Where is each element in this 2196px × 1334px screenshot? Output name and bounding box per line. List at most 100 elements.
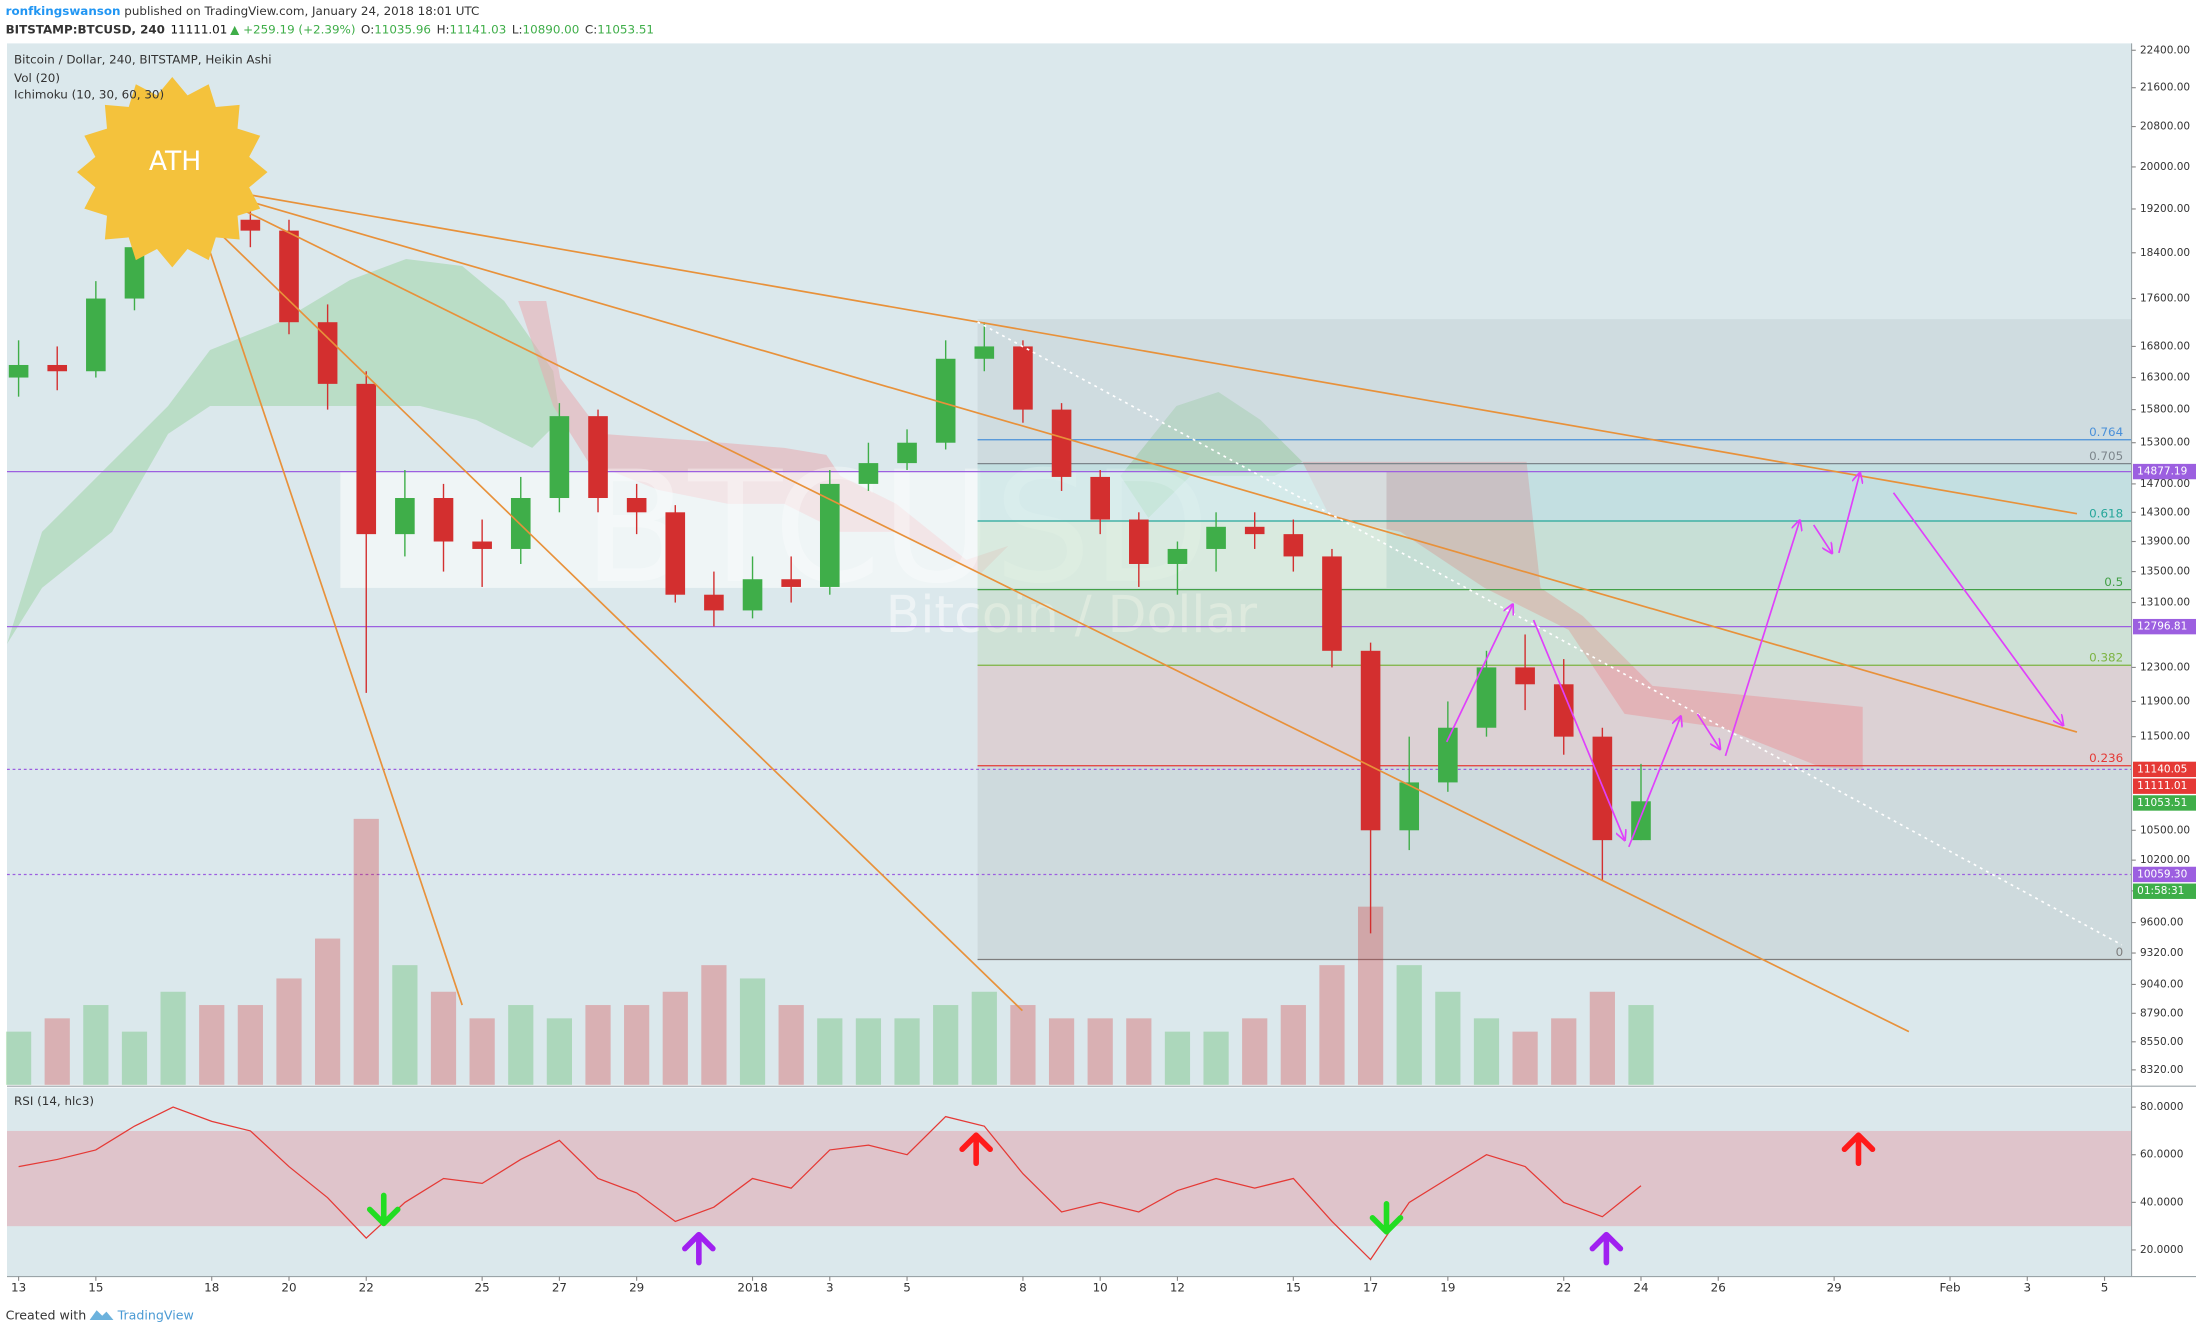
y-tick-label: 16800.00	[2140, 340, 2190, 352]
author[interactable]: ronfkingswanson	[6, 4, 121, 18]
volume-bar	[392, 965, 418, 1085]
trendline	[191, 183, 2078, 733]
volume-bar	[1551, 1018, 1577, 1085]
signal-arrow	[959, 1132, 993, 1167]
y-tick-label: 22400.00	[2140, 44, 2190, 56]
fib-label: 0.705	[2089, 449, 2123, 463]
h-label: H:	[437, 22, 450, 36]
arrow	[1445, 605, 1513, 743]
candle-body	[356, 383, 377, 535]
c-label: C:	[585, 22, 597, 36]
fib-zone	[977, 765, 2132, 960]
o-label: O:	[361, 22, 374, 36]
price-label-box	[2132, 463, 2196, 480]
x-tick-label: 12	[1170, 1280, 1185, 1294]
y-tick-label: 10200.00	[2140, 854, 2190, 866]
candle-body	[1553, 684, 1574, 737]
y-tick-label: 11900.00	[2140, 695, 2190, 707]
fib-label: 0.382	[2089, 651, 2123, 665]
y-tick-label: 9040.00	[2140, 978, 2183, 990]
volume-bar	[430, 991, 457, 1085]
arrow	[1532, 619, 1625, 840]
volume-bar	[1087, 1018, 1113, 1085]
candle-body	[974, 346, 995, 359]
legend-rsi: RSI (14, hlc3)	[14, 1094, 94, 1108]
y-tick-label: 11500.00	[2140, 731, 2190, 743]
volume-bar	[933, 1005, 959, 1085]
price-label: 12796.81	[2137, 621, 2187, 633]
candle-body	[1476, 667, 1497, 728]
x-tick-label: 10	[1093, 1280, 1108, 1294]
price-label-box	[2132, 761, 2196, 778]
candle-body	[433, 498, 454, 542]
x-tick-label: 24	[1633, 1280, 1648, 1294]
rsi-tick-label: 60.0000	[2140, 1149, 2183, 1161]
y-tick-label: 14700.00	[2140, 478, 2190, 490]
signal-arrow	[682, 1231, 716, 1266]
footer-brand[interactable]: TradingView	[117, 1307, 194, 1322]
countdown-box	[2132, 883, 2196, 899]
projection-arrows	[1445, 473, 2063, 848]
x-tick-label: 13	[11, 1280, 26, 1294]
rsi-tick-label: 20.0000	[2140, 1244, 2183, 1256]
candle-body	[549, 416, 570, 499]
price-label-box	[2132, 618, 2196, 635]
x-tick-label: 26	[1711, 1280, 1726, 1294]
volume-bar	[315, 938, 341, 1085]
tv-logo[interactable]	[89, 1310, 114, 1321]
high: 11141.03	[450, 22, 507, 36]
candle-body	[819, 483, 840, 587]
change: ▲ +259.19 (+2.39%)	[230, 22, 355, 36]
fib-label: 0	[2116, 945, 2124, 959]
signal-arrow	[1589, 1231, 1624, 1266]
price-label: 10059.30	[2137, 868, 2187, 880]
trendline	[191, 183, 2078, 515]
candle-body	[626, 498, 647, 513]
volume-bar	[199, 1005, 225, 1085]
y-tick-label: 20800.00	[2140, 121, 2190, 133]
low: 10890.00	[523, 22, 580, 36]
candle-body	[935, 358, 956, 443]
fib-zone	[977, 463, 2132, 521]
candle-body	[240, 219, 261, 231]
y-tick-label: 13900.00	[2140, 536, 2190, 548]
signal-arrow	[1841, 1132, 1876, 1167]
volume-bar	[1164, 1031, 1191, 1085]
countdown: 01:58:31	[2137, 885, 2184, 897]
volume-bar	[546, 1018, 572, 1085]
candle-body	[395, 498, 415, 535]
price-label-box	[2132, 778, 2196, 794]
y-tick-label: 8320.00	[2140, 1064, 2183, 1076]
price-label: 11111.01	[2137, 780, 2187, 792]
candle-body	[1322, 556, 1342, 651]
candle-body	[897, 442, 917, 464]
candle-body	[1360, 650, 1381, 831]
arrow	[1838, 473, 1860, 554]
volume-bar	[5, 1031, 32, 1085]
x-tick-label: 3	[2023, 1280, 2031, 1294]
candle-body	[279, 230, 299, 323]
candle-body	[1090, 476, 1110, 520]
x-tick-label: 2018	[737, 1280, 767, 1294]
x-tick-label: 3	[826, 1280, 834, 1294]
volume-bar	[1048, 1018, 1075, 1085]
open: 11035.96	[374, 22, 431, 36]
close: 11053.51	[597, 22, 654, 36]
candle-body	[1051, 409, 1072, 477]
x-tick-label: 29	[629, 1280, 644, 1294]
volume-bar	[1319, 965, 1345, 1085]
candle-body	[1167, 548, 1188, 564]
volume-bar	[855, 1018, 882, 1085]
y-tick-label: 9600.00	[2140, 917, 2183, 929]
signal-arrow	[1369, 1201, 1404, 1235]
volume-bar	[1010, 1005, 1036, 1085]
trendlines	[191, 183, 2078, 1033]
x-tick-label: 22	[1556, 1280, 1571, 1294]
x-tick-label: 20	[281, 1280, 296, 1294]
x-tick-label: 5	[903, 1280, 911, 1294]
price-label: 14877.19	[2137, 466, 2187, 478]
price-label: 11053.51	[2137, 797, 2187, 809]
candle-body	[742, 579, 763, 611]
candle-body	[781, 579, 801, 587]
